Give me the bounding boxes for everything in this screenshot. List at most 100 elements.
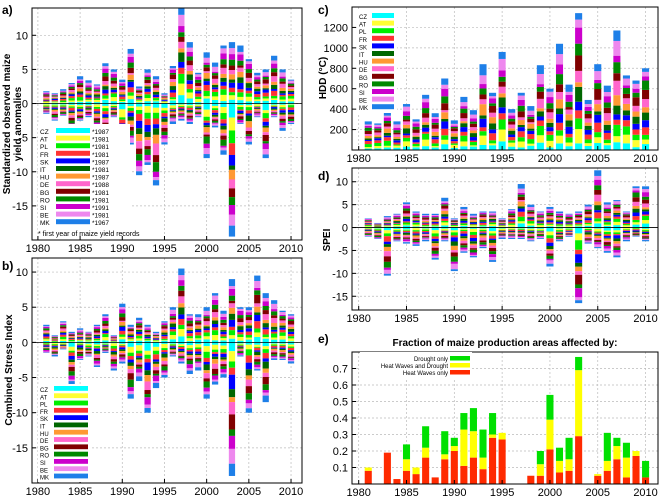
- bar-segment-fr: [93, 337, 101, 339]
- bar-segment-ro: [374, 128, 382, 131]
- bar-segment-bg: [479, 215, 487, 218]
- legend-swatch-hu: [54, 429, 88, 435]
- bar-segment-si: [469, 118, 477, 122]
- y-tick-label: 0.3: [333, 430, 348, 442]
- bar-segment-mk: [237, 123, 244, 124]
- bar-segment-de: [546, 216, 554, 218]
- bar-segment-cz: [383, 227, 391, 231]
- bar-segment-pl: [152, 98, 160, 101]
- bar-segment-bg: [271, 72, 278, 77]
- bar-segment-at: [178, 104, 185, 107]
- bar-segment-sk: [220, 353, 227, 358]
- bar-segment-bg: [119, 354, 126, 357]
- bar-heat-waves-and-drought: [575, 370, 583, 437]
- bar-segment-si: [383, 218, 391, 220]
- bar-segment-bg: [412, 238, 420, 241]
- legend-first-year: *1981: [92, 213, 109, 220]
- bar-segment-si: [220, 316, 227, 320]
- bar-segment-cz: [152, 103, 160, 108]
- bar-segment-de: [527, 213, 535, 217]
- bar-segment-at: [119, 343, 126, 345]
- bar-segment-fr: [460, 231, 468, 234]
- bar-segment-hu: [51, 109, 58, 112]
- bar-segment-si: [489, 98, 497, 104]
- y-axis-label: yield anomalies: [13, 86, 24, 161]
- bar-segment-at: [161, 339, 168, 341]
- bar-segment-be: [364, 235, 372, 237]
- bar-segment-si: [161, 95, 168, 97]
- bar-segment-it: [279, 325, 286, 328]
- bar-segment-sk: [536, 116, 544, 121]
- bar-segment-ro: [441, 96, 449, 104]
- bar-segment-hu: [245, 121, 252, 128]
- bar-segment-it: [469, 241, 477, 244]
- bar-segment-si: [93, 122, 101, 125]
- bar-segment-de: [178, 41, 185, 49]
- bar-segment-si: [622, 213, 630, 215]
- bar-segment-fr: [575, 249, 583, 255]
- bar-segment-be: [536, 73, 544, 85]
- bar-segment-mk: [110, 69, 117, 72]
- bar-segment-at: [469, 145, 477, 147]
- bar-segment-mk: [211, 62, 219, 67]
- bar-segment-ro: [622, 236, 630, 238]
- bar-segment-pl: [469, 232, 477, 235]
- bar-segment-pl: [441, 220, 449, 223]
- bar-segment-bg: [489, 216, 497, 218]
- bar-segment-it: [43, 346, 50, 348]
- bar-segment-at: [489, 224, 497, 227]
- bar-segment-it: [498, 223, 506, 225]
- bar-heat-waves-and-drought: [536, 464, 544, 476]
- bar-segment-pl: [431, 143, 439, 147]
- bar-segment-de: [441, 208, 449, 211]
- bar-segment-de: [271, 110, 278, 113]
- bar-segment-de: [262, 314, 269, 320]
- bar-segment-si: [622, 237, 630, 239]
- bar-segment-ro: [450, 126, 458, 129]
- bar-segment-si: [127, 56, 134, 63]
- bar-segment-be: [594, 244, 602, 248]
- legend-swatch-si: [372, 89, 394, 94]
- bar-segment-fr: [287, 334, 295, 337]
- bar-segment-cz: [422, 226, 430, 228]
- bar-segment-bg: [393, 132, 401, 135]
- bar-segment-pl: [237, 92, 244, 97]
- bar-segment-ro: [169, 352, 177, 354]
- bar-segment-be: [422, 238, 430, 240]
- bar-segment-fr: [262, 92, 269, 97]
- bar-segment-mk: [613, 200, 621, 202]
- bar-segment-fr: [441, 128, 449, 136]
- bar-segment-cz: [161, 342, 168, 344]
- bar-segment-at: [68, 100, 75, 103]
- bar-segment-be: [195, 114, 202, 117]
- bar-segment-be: [228, 286, 236, 289]
- legend-first-year: *1991: [92, 205, 109, 212]
- bar-segment-de: [85, 110, 92, 113]
- bar-segment-ro: [584, 110, 592, 114]
- bar-segment-fr: [211, 352, 219, 354]
- bar-segment-cz: [479, 226, 487, 228]
- bar-segment-at: [186, 92, 193, 99]
- bar-segment-bg: [76, 351, 84, 354]
- bar-segment-ro: [203, 316, 210, 319]
- bar-segment-bg: [195, 82, 202, 86]
- bar-segment-ro: [555, 237, 564, 239]
- bar-segment-ro: [127, 130, 134, 136]
- bar-segment-it: [603, 124, 611, 131]
- bar-segment-hu: [479, 104, 487, 116]
- bar-segment-at: [228, 335, 236, 339]
- bar-segment-si: [237, 119, 244, 123]
- bar-segment-it: [450, 136, 458, 140]
- bar-segment-si: [287, 82, 295, 84]
- bar-segment-cz: [136, 103, 143, 107]
- bar-segment-bg: [508, 215, 516, 218]
- bar-segment-at: [237, 96, 244, 101]
- bar-segment-fr: [136, 353, 143, 357]
- bar-segment-bg: [93, 330, 101, 333]
- bar-segment-sk: [68, 110, 75, 112]
- bar-segment-bg: [441, 205, 449, 209]
- bar-segment-ro: [402, 208, 411, 211]
- bar-segment-pl: [220, 113, 227, 120]
- bar-segment-bg: [508, 234, 516, 235]
- bar-segment-hu: [594, 201, 602, 206]
